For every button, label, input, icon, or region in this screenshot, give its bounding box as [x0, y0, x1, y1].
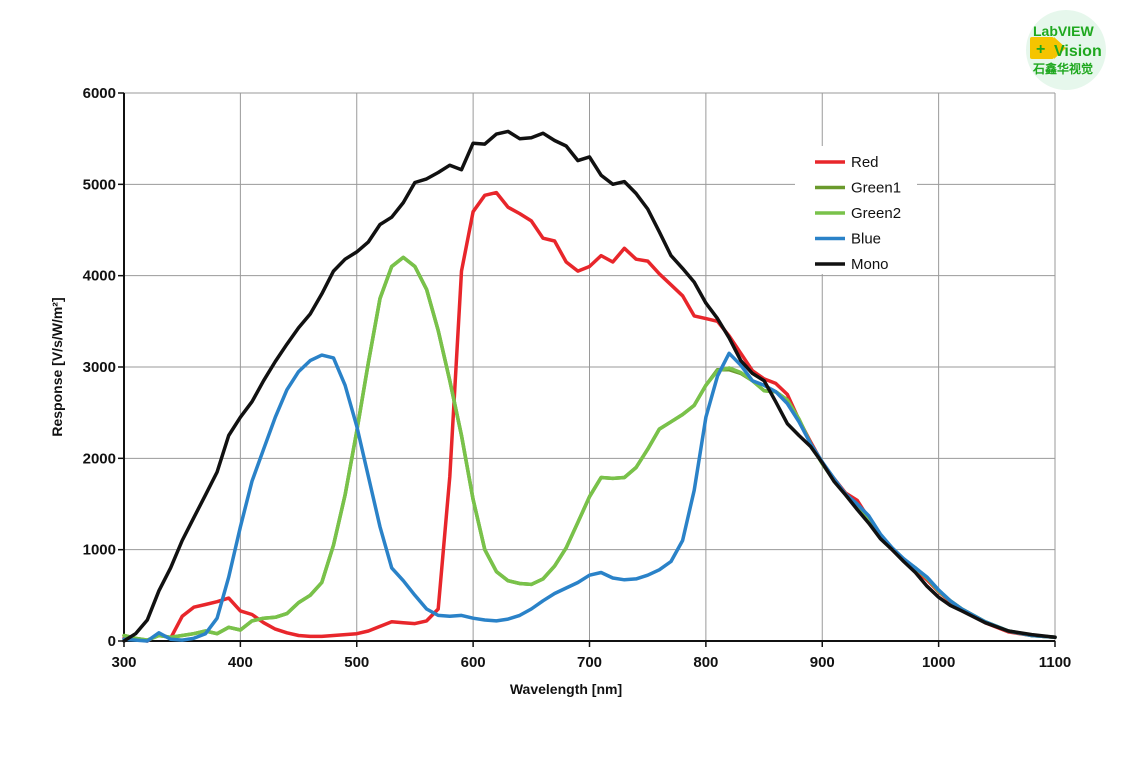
x-tick-label-500: 500: [344, 654, 369, 671]
x-tick-label-700: 700: [577, 654, 602, 671]
x-tick-label-400: 400: [228, 654, 253, 671]
y-tick-label-3000: 3000: [83, 359, 116, 376]
logo-plus-icon: +: [1036, 41, 1045, 58]
logo-text-labview: LabVIEW: [1033, 23, 1094, 39]
x-tick-label-600: 600: [461, 654, 486, 671]
series: [122, 129, 1057, 643]
y-tick-label-2000: 2000: [83, 450, 116, 467]
logo-text-vision: Vision: [1054, 43, 1102, 60]
labview-vision-logo: + LabVIEW Vision 石鑫华视觉: [1026, 10, 1106, 90]
x-tick-label-300: 300: [111, 654, 136, 671]
x-tick-label-1100: 1100: [1039, 654, 1072, 671]
y-tick-label-4000: 4000: [83, 268, 116, 285]
logo-badge: [1026, 10, 1106, 90]
axes: 300 400 500 600 700 800 900 1000 1100 0 1000 2000 30…: [83, 85, 1072, 671]
y-tick-label-1000: 1000: [83, 542, 116, 559]
legend: Red Green1 Green2 Blue Mono: [795, 146, 917, 274]
legend-label-mono: Mono: [851, 256, 889, 273]
logo-text-chinese: 石鑫华视觉: [1032, 61, 1093, 76]
legend-label-green2: Green2: [851, 205, 901, 222]
y-axis-title: Response [V/s/W/m²]: [49, 297, 65, 436]
legend-background: [795, 146, 917, 274]
x-axis-title: Wavelength [nm]: [510, 681, 622, 697]
x-tick-label-1000: 1000: [922, 654, 955, 671]
legend-label-blue: Blue: [851, 231, 881, 248]
y-tick-label-0: 0: [108, 633, 116, 650]
x-tick-label-900: 900: [810, 654, 835, 671]
y-tick-label-5000: 5000: [83, 176, 116, 193]
series-line-mono: [122, 129, 1057, 643]
logo-arrow-icon: [1054, 37, 1066, 59]
series-line-green2: [122, 255, 1057, 642]
x-tick-label-800: 800: [693, 654, 718, 671]
logo-marker: [1030, 37, 1054, 59]
legend-label-green1: Green1: [851, 180, 901, 197]
legend-label-red: Red: [851, 154, 879, 171]
y-tick-label-6000: 6000: [83, 85, 116, 102]
series-line-blue: [122, 351, 1057, 643]
